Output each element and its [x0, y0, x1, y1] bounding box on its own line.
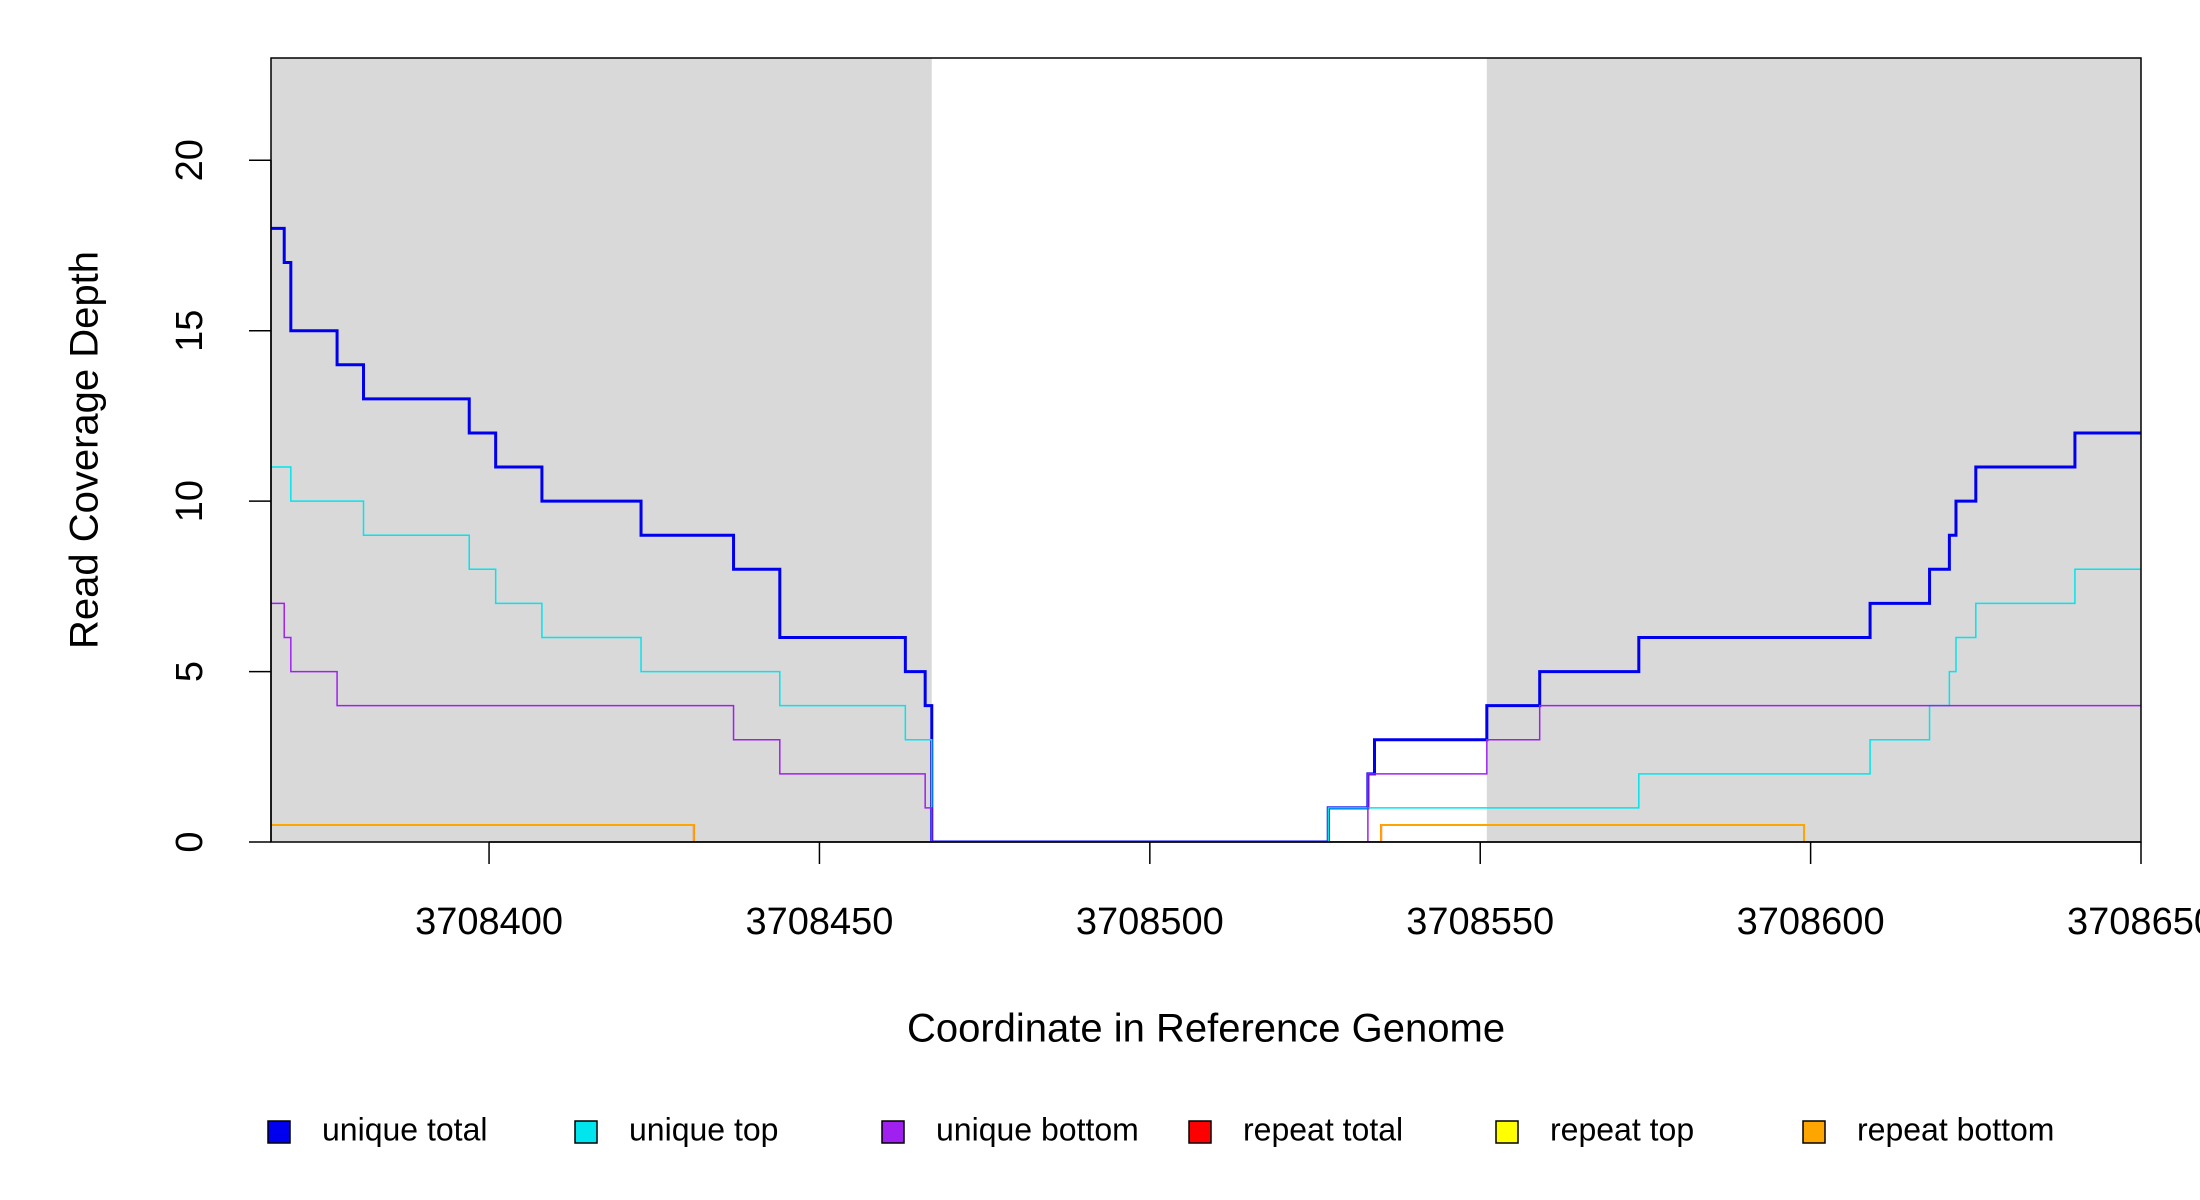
legend-label: repeat top: [1550, 1111, 1694, 1147]
y-tick-label: 15: [169, 310, 211, 352]
legend-swatch: [267, 1120, 291, 1144]
x-tick-label: 3708450: [745, 901, 893, 943]
x-tick-label: 3708500: [1076, 901, 1224, 943]
legend-swatch: [1802, 1120, 1826, 1144]
x-tick-label: 3708650: [2067, 901, 2200, 943]
x-tick-label: 3708400: [415, 901, 563, 943]
legend-swatch: [1495, 1120, 1519, 1144]
series-line: [271, 602, 2141, 842]
legend-swatch: [881, 1120, 905, 1144]
y-axis-title: Read Coverage Depth: [63, 251, 107, 649]
x-axis-title: Coordinate in Reference Genome: [907, 1007, 1505, 1051]
y-tick-label: 0: [169, 831, 211, 852]
legend-label: unique bottom: [936, 1111, 1139, 1147]
x-tick-label: 3708600: [1737, 901, 1885, 943]
y-tick-label: 10: [169, 480, 211, 522]
legend-swatch: [1188, 1120, 1212, 1144]
series-line: [271, 823, 2141, 842]
y-tick-label: 20: [169, 139, 211, 181]
y-tick-label: 5: [169, 661, 211, 682]
series-line: [271, 466, 2141, 842]
shaded-region: [1486, 58, 2141, 842]
legend-swatch: [574, 1120, 598, 1144]
legend-label: repeat total: [1243, 1111, 1403, 1147]
legend-label: unique total: [322, 1111, 487, 1147]
shaded-region: [271, 58, 932, 842]
x-tick-label: 3708550: [1406, 901, 1554, 943]
legend-label: unique top: [629, 1111, 778, 1147]
legend-label: repeat bottom: [1857, 1111, 2054, 1147]
